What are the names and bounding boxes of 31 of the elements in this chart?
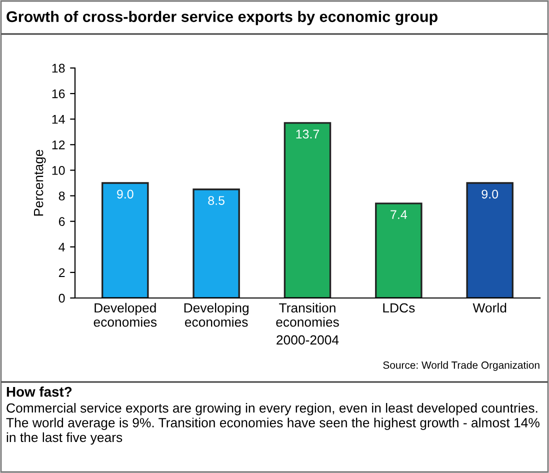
- source-note: Source: World Trade Organization: [383, 361, 540, 371]
- bar: [375, 202, 422, 298]
- y-tick-label: 6: [58, 217, 65, 226]
- data-label: 8.5: [208, 196, 224, 205]
- y-tick-label: 14: [52, 115, 65, 124]
- bar: [284, 122, 332, 298]
- text: Commercial service exports are growing in every region, even in least developed countries. The world average is 9%. Transition economies have seen the highest growth - almost 14% in the last five years: [6, 403, 540, 445]
- y-tick-label: 2: [58, 268, 65, 277]
- bar: [466, 182, 514, 298]
- x-tick-label: Developing economies: [184, 302, 248, 327]
- data-label: 9.0: [117, 190, 134, 199]
- y-axis-title: Percentage: [34, 150, 46, 216]
- data-label: 7.4: [390, 210, 407, 219]
- data-label: 9.0: [482, 190, 498, 199]
- y-tick-label: 0: [58, 294, 65, 303]
- bar: [192, 188, 240, 298]
- x-tick-label: Transition economies: [276, 302, 339, 327]
- chart-title: Growth of cross-border service exports by economic group: [6, 10, 438, 26]
- y-tick-label: 4: [58, 242, 65, 252]
- bar: [102, 182, 149, 298]
- y-tick-label: 12: [52, 140, 65, 150]
- x-tick-label: LDCs: [383, 303, 415, 313]
- data-label: 13.7: [296, 130, 320, 139]
- y-tick-label: 10: [52, 166, 65, 175]
- x-tick-label: World: [472, 302, 506, 313]
- y-tick-label: 16: [52, 89, 65, 98]
- y-tick-label: 18: [52, 64, 65, 73]
- text: How fast?: [6, 386, 72, 397]
- x-axis-title: 2000-2004: [276, 335, 339, 345]
- x-tick-label: Developed economies: [94, 302, 157, 327]
- y-tick-label: 8: [58, 192, 65, 200]
